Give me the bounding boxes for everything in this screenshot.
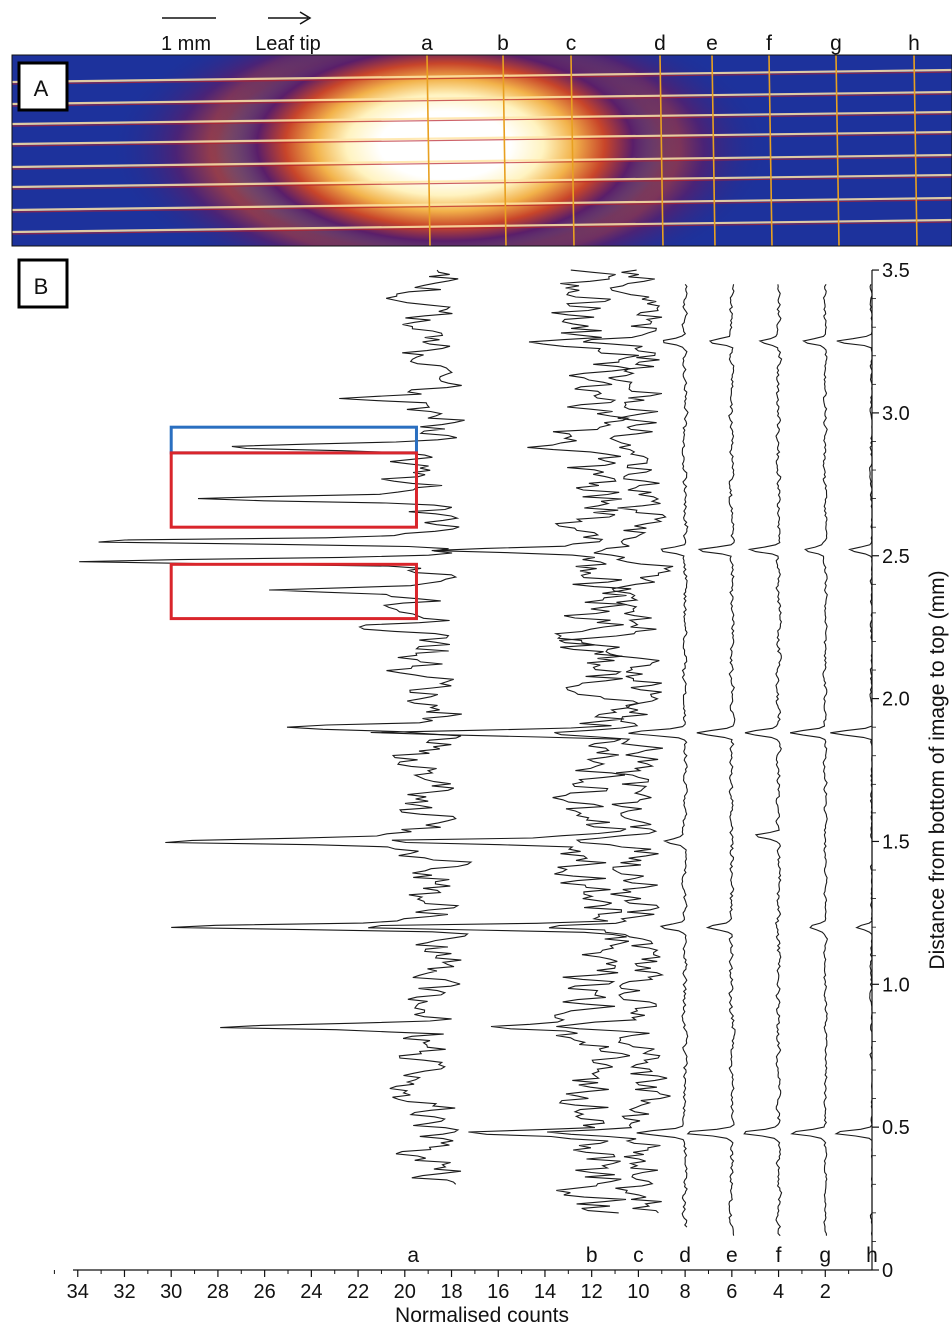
series-label-g: g xyxy=(819,1244,831,1267)
leaf-tip-arrow xyxy=(268,11,312,25)
highlight-boxes xyxy=(169,425,418,621)
panel-a-label: A xyxy=(34,76,49,101)
x-tick-label: 4 xyxy=(773,1281,784,1303)
x-tick-label: 18 xyxy=(440,1281,462,1303)
vein-stripe-edge xyxy=(12,221,952,235)
leaf-tip-label: Leaf tip xyxy=(255,33,321,55)
transect-line-g xyxy=(835,55,840,246)
vein-stripe-edge xyxy=(12,71,952,85)
panel-a-label-box xyxy=(17,61,69,112)
panel-b: B 34 32 30 28 26 24 22 20 18 16 14 12 10 8 6 4 2 Normali… xyxy=(17,258,949,1327)
leaf-vein-stripes xyxy=(12,68,952,235)
series-label-h: h xyxy=(866,1244,878,1267)
profile-line-a xyxy=(79,269,473,1185)
x-tick-label: 26 xyxy=(254,1281,276,1303)
vein-stripe xyxy=(12,196,952,212)
vein-stripe xyxy=(12,218,952,234)
x-tick-label: 34 xyxy=(67,1281,89,1303)
profile-line-f xyxy=(743,284,783,1237)
vein-stripe xyxy=(12,173,952,189)
transect-label-a: a xyxy=(421,32,433,55)
y-tick-label: 0 xyxy=(882,1260,893,1282)
vein-stripe-edge xyxy=(12,113,952,127)
transect-line-a xyxy=(426,55,431,246)
transect-label-e: e xyxy=(706,32,718,55)
transect-line-d xyxy=(659,55,664,246)
vein-stripe xyxy=(12,110,952,126)
vein-stripe xyxy=(12,153,952,169)
vein-stripe-edge xyxy=(12,156,952,170)
red-highlight-box xyxy=(169,451,418,529)
x-tick-label: 14 xyxy=(534,1281,556,1303)
transect-line-e xyxy=(711,55,716,246)
profile-line-b xyxy=(368,269,640,1214)
transect-line-f xyxy=(768,55,773,246)
transect-label-d: d xyxy=(654,32,666,55)
profile-line-c xyxy=(547,269,674,1214)
vein-stripe-edge xyxy=(12,93,952,107)
vein-stripe xyxy=(12,90,952,106)
y-tick-label: 1.0 xyxy=(882,974,910,996)
x-tick-label: 8 xyxy=(680,1281,691,1303)
x-tick-label: 12 xyxy=(581,1281,603,1303)
vein-stripe xyxy=(12,68,952,84)
transect-label-g: g xyxy=(830,32,842,55)
x-tick-label: 2 xyxy=(820,1281,831,1303)
y-axis-ticks: 0 0.5 1.0 1.5 2.0 2.5 3.0 3.5 xyxy=(872,260,910,1282)
x-tick-label: 30 xyxy=(160,1281,182,1303)
series-label-b: b xyxy=(586,1244,598,1267)
transect-label-c: c xyxy=(566,32,577,55)
heat-glow-core xyxy=(210,55,680,246)
vein-stripe-edge xyxy=(12,133,952,147)
profile-line-g xyxy=(790,283,829,1236)
series-labels: a b c d e f g h xyxy=(407,1244,878,1267)
transect-line-h xyxy=(913,55,918,246)
series-label-e: e xyxy=(726,1244,738,1267)
series-label-f: f xyxy=(776,1244,782,1267)
red-highlight-box xyxy=(169,562,418,621)
transect-labels: a b c d e f g h xyxy=(421,32,920,55)
x-axis-ticks: 34 32 30 28 26 24 22 20 18 16 14 12 10 8 6 4 2 xyxy=(53,1270,850,1303)
y-tick-label: 0.5 xyxy=(882,1117,910,1139)
vein-stripe-edge xyxy=(12,176,952,190)
y-axis-label: Distance from bottom of image to top (mm… xyxy=(926,570,949,969)
transect-label-b: b xyxy=(497,32,509,55)
y-tick-label: 2.0 xyxy=(882,689,910,711)
profile-line-d xyxy=(628,283,689,1228)
transect-label-f: f xyxy=(766,32,772,55)
x-axis-label: Normalised counts xyxy=(395,1304,569,1327)
transect-line-c xyxy=(570,55,575,246)
y-tick-label: 2.5 xyxy=(882,546,910,568)
panel-b-label: B xyxy=(34,274,49,299)
panel-a: A 1 mm Leaf tip a b c d e f g h xyxy=(11,11,952,247)
panel-b-label-box xyxy=(17,258,69,309)
scale-bar-label: 1 mm xyxy=(161,33,211,55)
profile-series xyxy=(79,269,873,1237)
y-tick-label: 3.0 xyxy=(882,403,910,425)
y-tick-label: 3.5 xyxy=(882,260,910,282)
x-tick-label: 28 xyxy=(207,1281,229,1303)
x-tick-label: 22 xyxy=(347,1281,369,1303)
transect-line-b xyxy=(502,55,507,246)
profile-line-e xyxy=(686,284,736,1236)
transect-label-h: h xyxy=(908,32,920,55)
x-tick-label: 16 xyxy=(487,1281,509,1303)
series-label-d: d xyxy=(679,1244,691,1267)
x-tick-label: 6 xyxy=(726,1281,737,1303)
y-tick-label: 1.5 xyxy=(882,831,910,853)
profile-line-h xyxy=(830,284,873,1236)
x-tick-label: 32 xyxy=(113,1281,135,1303)
vein-stripe xyxy=(12,130,952,146)
vein-stripe-edge xyxy=(12,199,952,213)
transect-lines xyxy=(426,55,918,246)
x-tick-label: 10 xyxy=(627,1281,649,1303)
series-label-a: a xyxy=(407,1244,419,1267)
x-tick-label: 20 xyxy=(394,1281,416,1303)
series-label-c: c xyxy=(633,1244,644,1267)
x-tick-label: 24 xyxy=(300,1281,322,1303)
